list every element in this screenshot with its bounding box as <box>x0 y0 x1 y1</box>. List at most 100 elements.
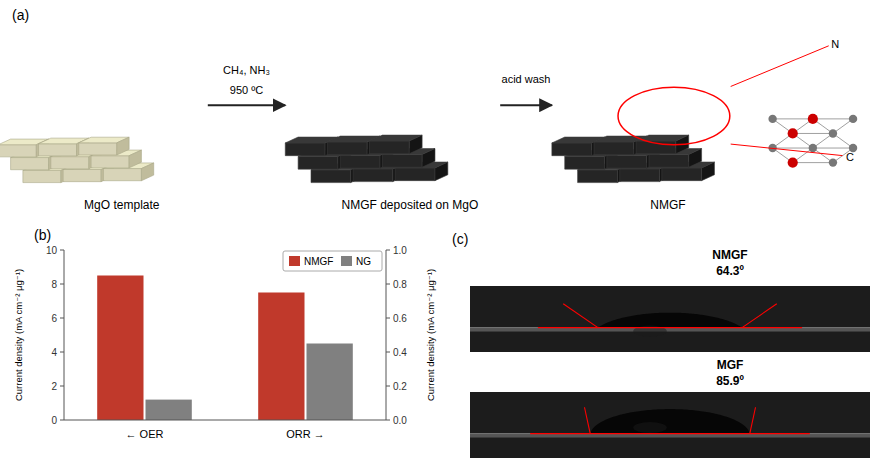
cube-face <box>23 170 61 182</box>
droplet-image <box>470 392 870 458</box>
carbon-atom <box>849 115 857 123</box>
cube-face <box>435 162 448 181</box>
annotation: N <box>831 38 839 50</box>
legend-swatch <box>341 256 352 266</box>
nitrogen-atom <box>788 128 798 138</box>
surface <box>470 434 870 438</box>
y-tick <box>60 386 64 387</box>
legend-entry: NG <box>356 256 371 267</box>
x-tick-label: ← OER <box>126 428 164 440</box>
y-tick-label: 0 <box>51 415 57 426</box>
bond <box>813 118 853 119</box>
reflection <box>633 422 667 433</box>
y-tick <box>60 318 64 319</box>
nitrogen-atom <box>808 114 818 124</box>
cube-face <box>298 156 338 169</box>
cube-face <box>662 168 702 181</box>
cube-face <box>103 169 141 181</box>
cube-face <box>327 142 367 155</box>
y2-tick-label: 1.0 <box>393 245 407 256</box>
carbon-atom <box>829 129 837 137</box>
annotation: acid wash <box>502 73 551 85</box>
data-label: 85.9º <box>716 374 744 388</box>
y-tick-label: 2 <box>51 381 57 392</box>
carbon-atom <box>829 158 837 166</box>
y2-tick <box>386 352 390 353</box>
bond <box>773 148 813 149</box>
cube-face <box>63 170 101 182</box>
legend-entry: NMGF <box>304 256 333 267</box>
cube-face <box>117 137 129 155</box>
y-tick <box>60 284 64 285</box>
surface-line <box>470 433 870 434</box>
cube-face <box>649 154 689 167</box>
y-axis-label: Current density (mA cm⁻² μg⁻¹) <box>13 269 24 401</box>
y2-axis-line <box>386 250 387 420</box>
cube-face <box>578 170 618 183</box>
highlight-ellipse <box>618 87 730 145</box>
panel-a: (a)CH₄, NH₃950 ºCacid washMgO templateNM… <box>0 7 857 212</box>
y-tick-label: 4 <box>51 347 57 358</box>
panel-c: (c)NMGF64.3ºMGF85.9º <box>452 231 870 458</box>
cube-face <box>702 162 715 181</box>
bond <box>813 148 853 149</box>
nitrogen-atom <box>788 158 798 168</box>
cube-face <box>607 155 647 168</box>
cube-face <box>285 143 325 156</box>
annotation: NMGF deposited on MgO <box>342 198 479 212</box>
y2-tick <box>386 318 390 319</box>
annotation: 950 ºC <box>230 84 263 96</box>
cube-face <box>552 143 592 156</box>
annotation: CH₄, NH₃ <box>223 64 270 76</box>
cube-stack <box>285 135 448 182</box>
y-tick-label: 10 <box>46 245 58 256</box>
pointer-line <box>731 46 829 87</box>
cube-face <box>353 169 393 182</box>
data-label: 64.3º <box>716 264 744 278</box>
y-axis-line <box>64 250 65 420</box>
cube-face <box>79 143 117 155</box>
pointer-line <box>731 144 843 156</box>
droplet <box>598 313 742 328</box>
y2-tick-label: 0.0 <box>393 415 407 426</box>
y2-tick <box>386 386 390 387</box>
cube-face <box>409 135 422 154</box>
baseline <box>530 433 810 434</box>
y-tick <box>60 420 64 421</box>
image-background <box>470 392 870 458</box>
sample-label: NMGF <box>712 248 747 262</box>
annotation: MgO template <box>84 198 160 212</box>
panel-b: (b)02468100.00.20.40.60.81.0Current dens… <box>13 227 436 440</box>
panel-label: (c) <box>452 231 468 247</box>
y2-tick <box>386 250 390 251</box>
process-arrow <box>500 104 552 106</box>
annotation: NMGF <box>650 198 685 212</box>
bar <box>258 293 304 421</box>
angle-line <box>563 304 598 328</box>
bar <box>307 344 353 421</box>
legend: NMGF NG <box>283 251 382 271</box>
cube-face <box>39 144 77 156</box>
droplet-image <box>470 286 870 352</box>
figure: (a)CH₄, NH₃950 ºCacid washMgO templateNM… <box>0 0 885 465</box>
y2-axis-label: Current density (mA cm⁻² μg⁻¹) <box>425 269 436 401</box>
y2-tick <box>386 420 390 421</box>
cube-face <box>129 150 141 168</box>
y2-tick <box>386 284 390 285</box>
surface <box>470 328 870 332</box>
angle-line <box>750 407 756 433</box>
cube-face <box>594 142 634 155</box>
cube-face <box>51 157 89 169</box>
cube-face <box>11 158 49 170</box>
baseline <box>538 327 802 328</box>
cube-stack <box>0 137 154 182</box>
cube-face <box>689 149 702 168</box>
graphene-patch <box>768 114 857 168</box>
cube-face <box>141 163 153 181</box>
cube-face <box>620 169 660 182</box>
surface-line <box>470 327 870 328</box>
y-tick <box>60 352 64 353</box>
cube-face <box>0 145 36 157</box>
cube-face <box>369 141 409 154</box>
y-tick-label: 8 <box>51 279 57 290</box>
